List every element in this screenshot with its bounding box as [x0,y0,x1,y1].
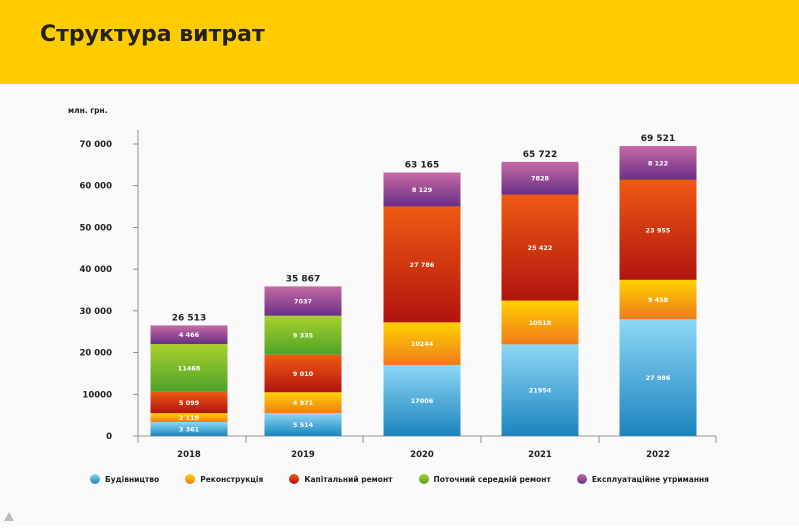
data-label: 21954 [529,387,552,395]
y-tick-label: 20 000 [79,349,112,359]
data-label: 7037 [294,298,312,306]
bar-segment-експлуатаційне-утримання [383,172,461,207]
data-label: 10244 [411,340,434,348]
data-label: 23 955 [646,226,671,234]
legend-item: Реконструкція [185,474,263,484]
data-label: 7828 [531,175,550,183]
total-label: 65 722 [523,150,557,160]
legend-label: Капітальний ремонт [304,474,393,484]
total-label: 63 165 [405,161,439,171]
data-label: 25 422 [528,244,553,252]
total-label: 69 521 [641,134,675,144]
x-tick-label: 2021 [528,450,552,460]
data-label: 5 099 [179,399,200,407]
y-tick-label: 70 000 [79,140,112,150]
data-label: 5 514 [293,421,314,429]
corner-logo-icon [4,512,14,521]
page-title: Структура витрат [40,22,265,47]
bar-segment-поточний-середній-ремонт [150,344,228,392]
y-axis-unit-label: млн. грн. [68,106,108,115]
y-tick-label: 40 000 [79,265,112,275]
data-label: 27 986 [646,374,671,382]
data-label: 9 458 [648,296,669,304]
legend-item: Капітальний ремонт [289,474,393,484]
bar-segment-експлуатаційне-утримання [619,145,697,180]
legend-swatch [89,474,100,484]
bar-segment-реконструкція [383,322,461,366]
x-tick-label: 2022 [646,450,670,460]
bar-segment-будівництво [619,319,697,436]
legend-item: Поточний середній ремонт [418,474,551,484]
bar-segment-капітальний-ремонт [501,194,579,301]
data-label: 9 010 [293,370,314,378]
data-label: 10518 [529,319,552,327]
bar-segment-реконструкція [501,300,579,345]
data-label: 9 335 [293,332,314,340]
legend-swatch [418,474,429,484]
x-tick-label: 2020 [410,450,434,460]
data-label: 11468 [178,364,201,372]
chart-area: млн. грн. 0 10000 20 000 30 000 40 000 50 000… [0,84,799,526]
bar-segment-експлуатаційне-утримання [501,161,579,195]
legend-item: Експлуатаційне утримання [576,474,709,484]
data-label: 8 129 [412,186,433,194]
total-label: 26 513 [172,313,206,323]
bar-segment-реконструкція [150,413,228,422]
stacked-bar-chart: млн. грн. 0 10000 20 000 30 000 40 000 50 000… [68,106,717,460]
legend-swatch [576,474,587,484]
legend-label: Реконструкція [200,474,264,484]
bar-segment-будівництво [383,365,461,436]
bar-segment-капітальний-ремонт [383,206,461,323]
bar-segment-капітальний-ремонт [150,391,228,414]
legend-label: Будівництво [104,474,160,484]
legend-label: Експлуатаційне утримання [591,474,709,484]
data-label: 8 122 [648,159,668,167]
header-band: Структура витрат [0,0,799,84]
legend-swatch [289,474,300,484]
x-tick-label: 2019 [291,450,315,460]
data-label: 4 466 [179,331,200,339]
bar-segment-капітальний-ремонт [264,354,342,393]
y-tick-label: 50 000 [79,223,112,233]
y-tick-label: 30 000 [79,307,112,317]
y-tick-label: 60 000 [79,182,112,192]
total-label: 35 867 [286,274,320,284]
bar-segment-реконструкція [264,392,342,413]
data-label: 3 361 [179,425,200,433]
x-tick-label: 2018 [177,450,201,460]
chart-legend: Будівництво Реконструкція Капітальний ремо… [0,474,799,484]
y-tick-label: 0 [106,432,112,442]
bar-segment-поточний-середній-ремонт [264,315,342,355]
legend-label: Поточний середній ремонт [433,474,551,484]
bar-segment-будівництво [501,344,579,436]
legend-item: Будівництво [89,474,160,484]
data-label: 4 971 [293,399,314,407]
bar-segment-капітальний-ремонт [619,179,697,280]
bar-segment-будівництво [150,421,228,436]
legend-swatch [185,474,196,484]
bar-segment-реконструкція [619,279,697,320]
bar-segment-експлуатаційне-утримання [264,286,342,316]
data-label: 27 786 [410,261,435,269]
y-tick-label: 10000 [82,390,112,400]
data-label: 2 119 [179,414,200,422]
data-label: 17006 [411,397,434,405]
bar-segment-будівництво [264,412,342,436]
bar-segment-експлуатаційне-утримання [150,325,228,345]
